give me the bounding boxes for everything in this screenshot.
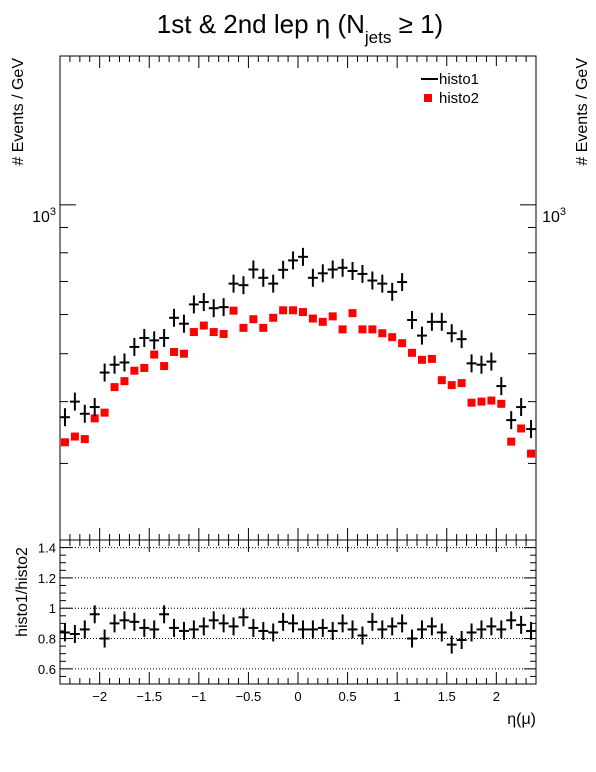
- legend-marker-histo2: [424, 94, 432, 102]
- histo2-point: [457, 379, 466, 388]
- ratio-xtick-label: −2: [92, 689, 107, 704]
- histo2-point: [358, 325, 367, 334]
- histo2-point: [269, 313, 278, 322]
- histo2-point: [179, 349, 188, 358]
- main-ytick-label-left-exp: 3: [50, 206, 56, 218]
- ratio-ylabel: histo1/histo2: [14, 547, 31, 637]
- histo2-point: [120, 377, 129, 386]
- histo2-point: [140, 363, 149, 372]
- legend-label-histo1: histo1: [439, 71, 479, 88]
- ratio-xtick-label: 2: [493, 689, 500, 704]
- histo2-point: [408, 348, 417, 357]
- histo2-point: [417, 355, 426, 364]
- histo2-point: [259, 323, 268, 332]
- histo2-point: [90, 414, 99, 423]
- main-ytick-label-left: 103: [32, 206, 56, 226]
- histo2-point: [527, 449, 536, 458]
- histo2-point: [289, 306, 298, 315]
- chart-title-main: 1st & 2nd lep η (N: [157, 9, 365, 39]
- ratio-ytick-label: 0.8: [38, 632, 56, 647]
- main-ytick-label-right: 103: [542, 206, 566, 226]
- ratio-ytick-label: 1.4: [38, 541, 56, 556]
- main-ytick-label-right-base: 10: [542, 209, 560, 226]
- main-ytick-label-right-exp: 3: [560, 206, 566, 218]
- ratio-xtick-label: −1.5: [136, 689, 162, 704]
- histo2-point: [398, 339, 407, 348]
- ratio-xtick-label: −0.5: [236, 689, 262, 704]
- histo2-point: [378, 329, 387, 338]
- histo2-point: [497, 399, 506, 408]
- histo2-point: [70, 432, 79, 441]
- ratio-ytick-label: 1: [49, 601, 56, 616]
- ratio-xtick-label: −1: [191, 689, 206, 704]
- histo2-point: [239, 323, 248, 332]
- ratio-xtick-label: 0: [294, 689, 301, 704]
- histo2-point: [100, 408, 109, 417]
- histo2-point: [487, 396, 496, 405]
- ratio-xtick-label: 1: [394, 689, 401, 704]
- ratio-ytick-label: 0.6: [38, 662, 56, 677]
- histo2-point: [279, 306, 288, 315]
- histo2-point: [298, 308, 307, 317]
- histo2-point: [517, 424, 526, 433]
- main-plot-frame: [59, 55, 537, 541]
- histo2-point: [348, 309, 357, 318]
- histo2-point: [388, 333, 397, 342]
- histo2-point: [60, 438, 69, 447]
- histo2-point: [477, 397, 486, 406]
- histo2-point: [130, 366, 139, 375]
- chart-title-tail: ≥ 1): [391, 9, 443, 39]
- histo2-point: [447, 381, 456, 390]
- legend-label-histo2: histo2: [439, 90, 479, 107]
- histo2-point: [427, 354, 436, 363]
- histo2-point: [189, 328, 198, 337]
- main-plot-panel: [59, 55, 537, 541]
- histo2-point: [199, 321, 208, 330]
- histo2-point: [110, 383, 119, 392]
- chart-title-sub: jets: [364, 28, 391, 47]
- main-ylabel-right: # Events / GeV: [574, 58, 591, 166]
- histo2-point: [437, 376, 446, 385]
- ratio-xlabel: η(μ): [507, 711, 536, 728]
- ratio-xtick-label: 0.5: [339, 689, 357, 704]
- histo2-point: [150, 350, 159, 359]
- histo2-point: [80, 435, 89, 444]
- histo2-point: [209, 328, 218, 337]
- histo2-point: [507, 437, 516, 446]
- main-ylabel-left: # Events / GeV: [10, 58, 27, 166]
- histo2-point: [308, 314, 317, 323]
- ratio-ytick-label: 1.2: [38, 571, 56, 586]
- histo2-point: [160, 362, 169, 371]
- legend-box: [410, 66, 520, 110]
- legend: histo1 histo2: [410, 66, 520, 110]
- histo2-point: [318, 317, 327, 326]
- ratio-plot-frame: [59, 539, 537, 685]
- histo2-point: [328, 312, 337, 321]
- ratio-plot-panel: −2 −1.5 −1 −0.5 0 0.5 1 1.5 2 0.6 0.8 1 1.2 1.4: [38, 539, 537, 704]
- histo2-point: [338, 325, 347, 334]
- histo2-point: [219, 330, 228, 339]
- histo2-point: [467, 398, 476, 407]
- histo2-point: [249, 315, 258, 324]
- histo2-point: [229, 306, 238, 315]
- ratio-xtick-label: 1.5: [438, 689, 456, 704]
- main-ytick-label-left-base: 10: [32, 209, 50, 226]
- histo2-point: [170, 347, 179, 356]
- chart-title: 1st & 2nd lep η (Njets ≥ 1): [157, 9, 443, 47]
- histo2-point: [368, 325, 377, 334]
